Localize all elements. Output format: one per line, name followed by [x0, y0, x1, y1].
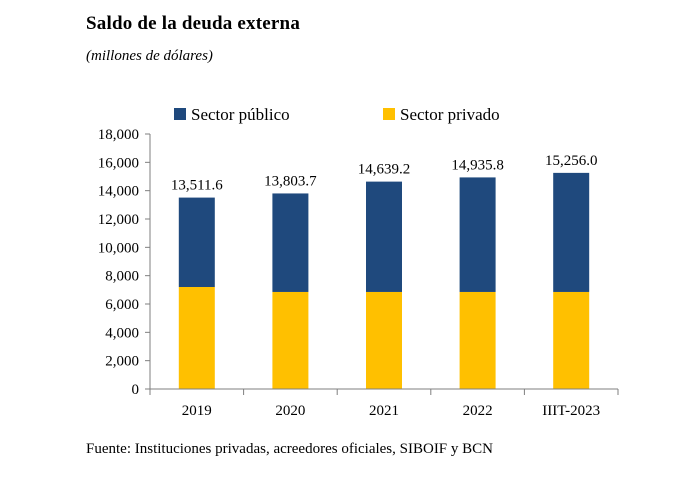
- legend-swatch: [174, 108, 186, 120]
- data-labels: 13,511.6 13,803.7 14,639.2 14,935.8 15,256.0: [171, 153, 598, 194]
- bar-sector-privado: [272, 291, 309, 389]
- bar-sector-p-blico: [553, 172, 590, 292]
- x-tick-label: 2020: [275, 403, 305, 419]
- bar-sector-privado: [459, 291, 496, 389]
- chart-subtitle: (millones de dólares): [86, 48, 213, 64]
- legend-label: Sector privado: [400, 105, 500, 124]
- legend-swatch: [383, 108, 395, 120]
- y-tick-label: 14,000: [98, 184, 139, 200]
- bar-sector-p-blico: [178, 197, 215, 287]
- bar-sector-privado: [366, 291, 402, 389]
- total-label: 14,935.8: [451, 157, 504, 173]
- x-tick-label: 2021: [369, 403, 399, 419]
- y-tick-label: 0: [132, 382, 140, 398]
- y-tick-label: 4,000: [105, 325, 139, 341]
- y-tick-label: 12,000: [98, 212, 139, 228]
- chart-source: Fuente: Instituciones privadas, acreedor…: [86, 441, 493, 457]
- bar-sector-privado: [178, 287, 215, 389]
- axes: 0 2,000 4,000 6,000 8,000 10,000 12,000 14,000 1…: [98, 127, 619, 419]
- legend: Sector público Sector privado: [174, 105, 500, 124]
- x-tick-label: IIIT-2023: [542, 403, 600, 419]
- x-tick-label: 2019: [182, 403, 212, 419]
- y-tick-label: 18,000: [98, 127, 139, 143]
- bars: [178, 172, 590, 389]
- y-tick-label: 16,000: [98, 155, 139, 171]
- legend-label: Sector público: [191, 105, 290, 124]
- total-label: 14,639.2: [358, 162, 411, 178]
- total-label: 13,803.7: [264, 173, 317, 189]
- y-tick-label: 8,000: [105, 269, 139, 285]
- y-tick-label: 2,000: [105, 354, 139, 370]
- chart-title: Saldo de la deuda externa: [86, 13, 301, 34]
- y-tick-label: 6,000: [105, 297, 139, 313]
- bar-sector-p-blico: [366, 181, 402, 292]
- x-tick-label: 2022: [463, 403, 493, 419]
- bar-sector-privado: [553, 291, 590, 389]
- y-tick-label: 10,000: [98, 240, 139, 256]
- total-label: 13,511.6: [171, 178, 223, 194]
- total-label: 15,256.0: [545, 153, 598, 169]
- bar-sector-p-blico: [272, 193, 309, 292]
- bar-sector-p-blico: [459, 177, 496, 292]
